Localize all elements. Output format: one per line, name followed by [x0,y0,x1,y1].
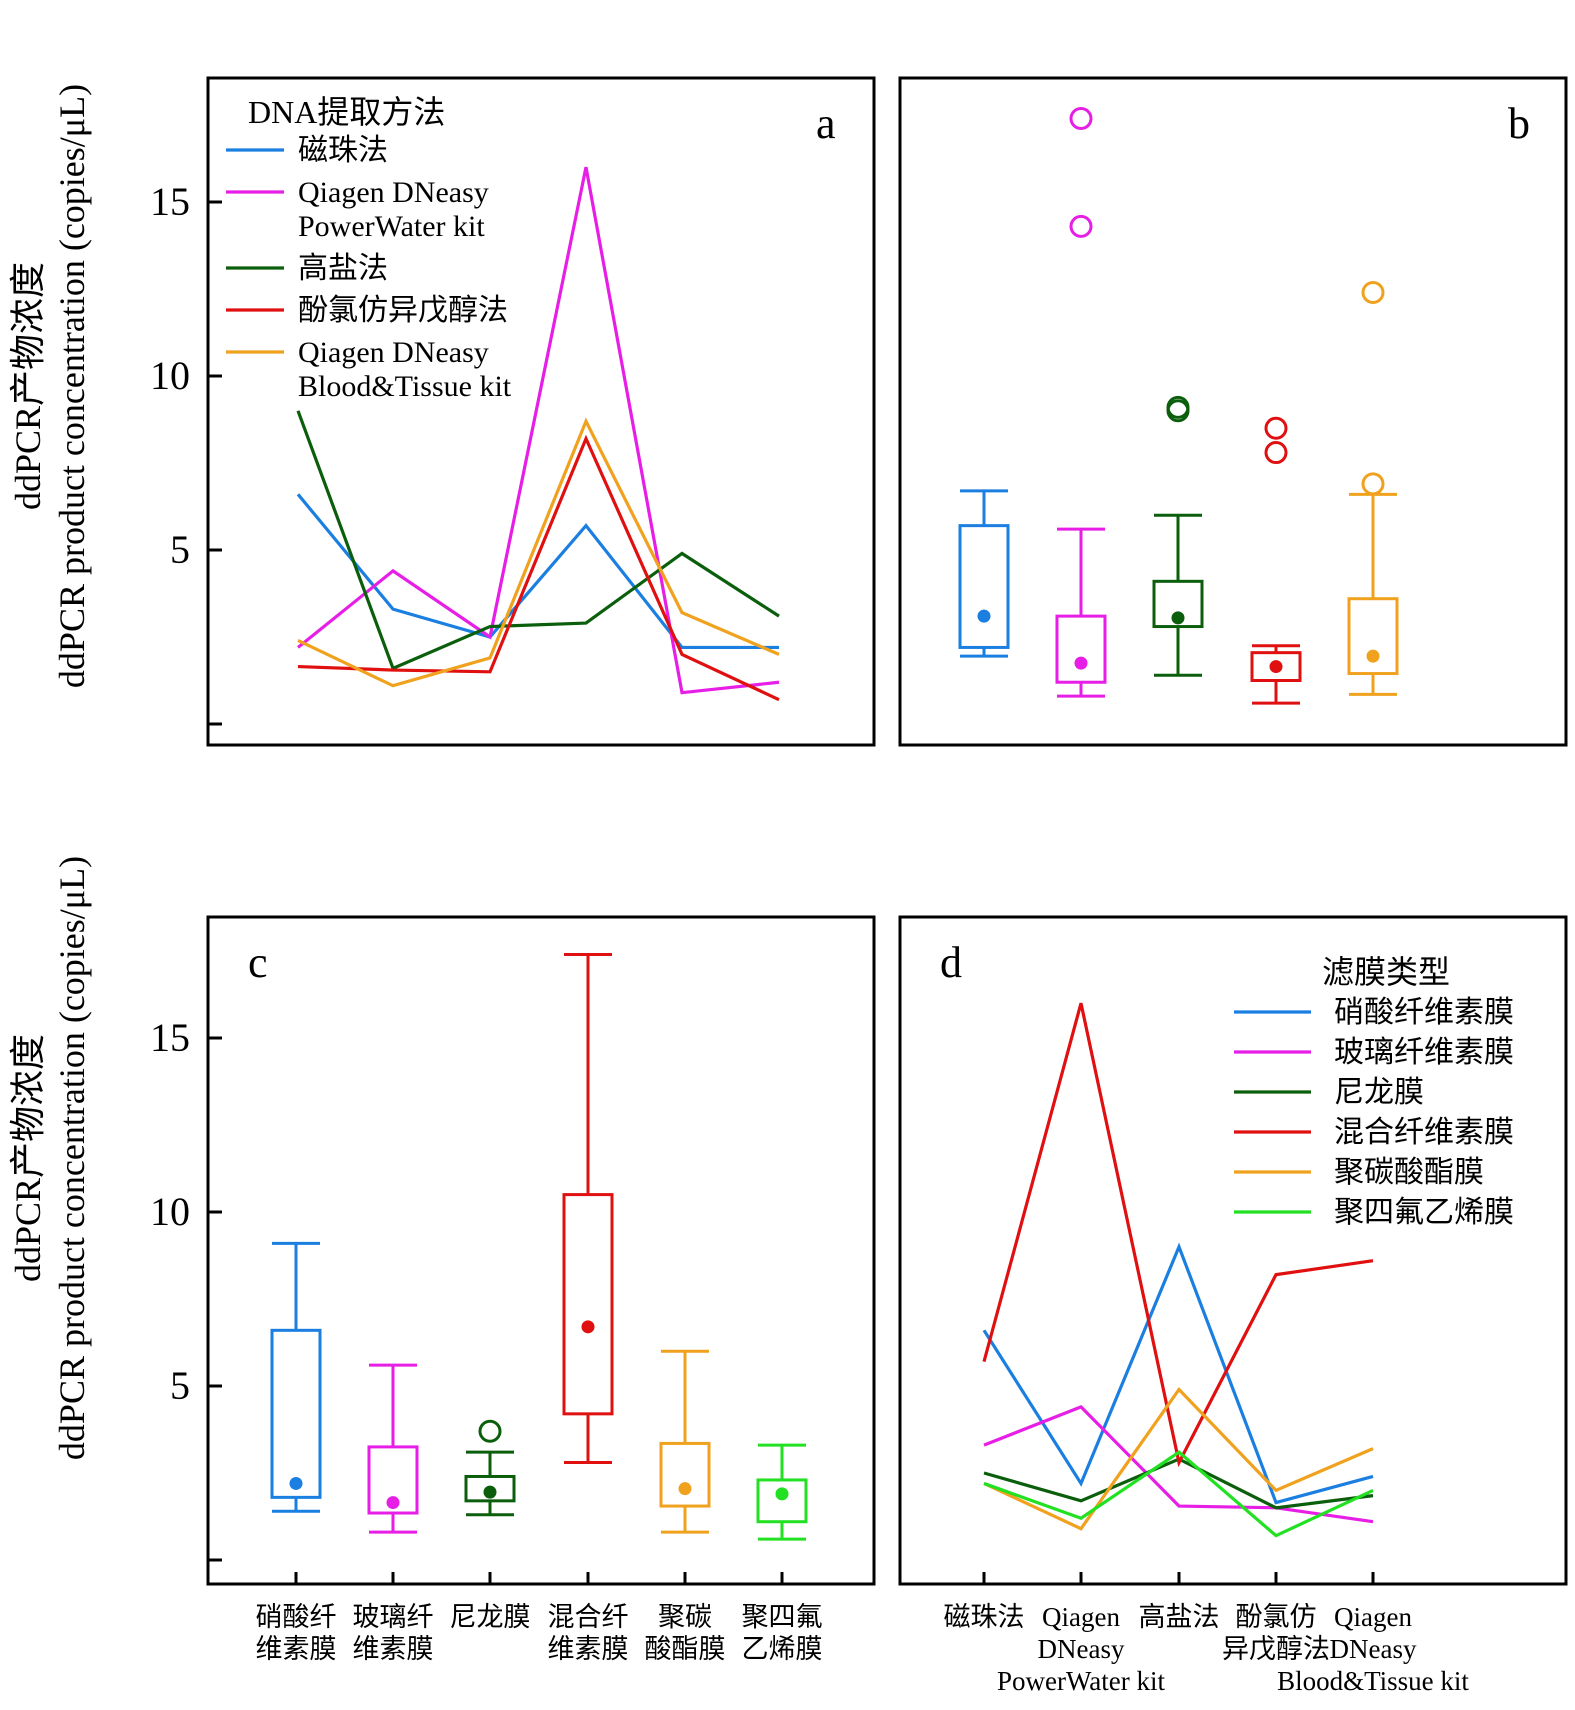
ylabel-bottom-line1: ddPCR产物浓度 [8,1034,48,1282]
panel-a-frame [206,76,876,747]
outlier-point [1361,280,1385,304]
legend-label: 聚碳酸酯膜 [1334,1156,1484,1189]
x-tick-label: 磁珠法 [944,1602,1025,1632]
mean-point [775,1487,789,1501]
outlier-point [1361,472,1385,496]
x-tick-label: 维素膜 [353,1634,434,1664]
mean-point [1171,611,1185,625]
outlier-point [1069,214,1093,238]
series-line [982,1242,1374,1505]
box [659,1441,711,1508]
box [562,1193,614,1416]
series-line [296,493,779,650]
series-line [982,1002,1374,1468]
ylabel-bottom-line2: ddPCR product concentration (copies/μL) [52,856,92,1460]
panel-d: d 滤膜类型硝酸纤维素膜玻璃纤维素膜尼龙膜混合纤维素膜聚碳酸酯膜聚四氟乙烯膜磁珠法… [940,938,1514,1696]
legend-label: Blood&Tissue kit [298,370,512,403]
legend-label: Qiagen DNeasy [298,336,489,369]
x-tick-label: 混合纤 [548,1602,629,1632]
panel-label: b [1508,99,1530,148]
ylabel-top-line1: ddPCR产物浓度 [8,262,48,510]
legend-label: 玻璃纤维素膜 [1334,1036,1514,1069]
legend-label: PowerWater kit [298,210,485,243]
mean-point [386,1496,400,1510]
y-tick-label: 5 [170,527,190,572]
y-tick-label: 10 [150,353,190,398]
x-tick-label: Qiagen [1042,1602,1120,1632]
x-tick-label: Blood&Tissue kit [1277,1666,1469,1696]
outlier-point [478,1419,502,1443]
mean-point [581,1320,595,1334]
box [464,1474,516,1503]
legend-label: 硝酸纤维素膜 [1334,996,1514,1029]
x-tick-label: 酸酯膜 [645,1634,726,1664]
x-tick-label: 异戊醇法 [1222,1634,1330,1664]
box [958,524,1010,649]
mean-point [1269,660,1283,674]
y-tick-label: 15 [150,179,190,224]
box [756,1478,808,1524]
x-tick-label: 聚碳 [658,1602,712,1632]
x-tick-label: 维素膜 [548,1634,629,1664]
mean-point [977,609,991,623]
series-line [296,166,780,695]
x-tick-label: 酚氯仿 [1236,1602,1317,1632]
mean-point [289,1476,303,1490]
series-line [297,417,780,688]
panel-label: c [248,938,268,987]
panel-d-frame [898,915,1568,1586]
legend-label: 尼龙膜 [1334,1076,1424,1109]
ylabel-top-line2: ddPCR product concentration (copies/μL) [52,84,92,688]
box [1055,614,1107,684]
y-tick-label: 5 [170,1363,190,1408]
series-line [983,1450,1374,1538]
x-tick-label: DNeasy [1038,1634,1125,1664]
x-tick-label: 维素膜 [256,1634,337,1664]
outlier-point [1264,416,1288,440]
y-tick-label: 10 [150,1189,190,1234]
mean-point [678,1482,692,1496]
x-tick-label: 玻璃纤 [353,1602,434,1632]
mean-point [483,1485,497,1499]
series-line [983,1386,1374,1531]
ylabel-top: ddPCR产物浓度 ddPCR product concentration (c… [8,84,92,688]
mean-point [1366,649,1380,663]
panel-b: b [958,99,1530,705]
outlier-point [1069,106,1093,130]
x-tick-label: 尼龙膜 [450,1602,531,1632]
series-line [296,410,780,671]
x-tick-label: Qiagen [1334,1602,1412,1632]
ylabel-bottom: ddPCR产物浓度 ddPCR product concentration (c… [8,856,92,1460]
panel-b-frame [898,76,1568,747]
legend-label: 酚氯仿异戊醇法 [298,294,508,327]
panel-c-frame [206,915,876,1586]
legend-label: 混合纤维素膜 [1334,1116,1514,1149]
x-tick-label: PowerWater kit [997,1666,1166,1696]
panel-label: a [816,99,836,148]
x-tick-label: 高盐法 [1139,1602,1220,1632]
legend-title: 滤膜类型 [1322,954,1450,990]
series-line [983,1405,1374,1524]
x-tick-label: DNeasy [1330,1634,1417,1664]
mean-point [1074,656,1088,670]
legend-label: 磁珠法 [298,134,388,167]
outlier-point [1264,441,1288,465]
x-tick-label: 聚四氟 [742,1602,823,1632]
legend-label: 聚四氟乙烯膜 [1334,1196,1514,1229]
legend-title: DNA提取方法 [248,94,445,130]
box [270,1328,322,1499]
legend-label: 高盐法 [298,252,388,285]
series-line [297,434,780,702]
x-tick-label: 硝酸纤 [256,1602,337,1632]
legend-label: Qiagen DNeasy [298,176,489,209]
panel-label: d [940,938,962,987]
outlier-point [1166,395,1190,419]
x-tick-label: 乙烯膜 [742,1634,823,1664]
y-tick-label: 15 [150,1015,190,1060]
